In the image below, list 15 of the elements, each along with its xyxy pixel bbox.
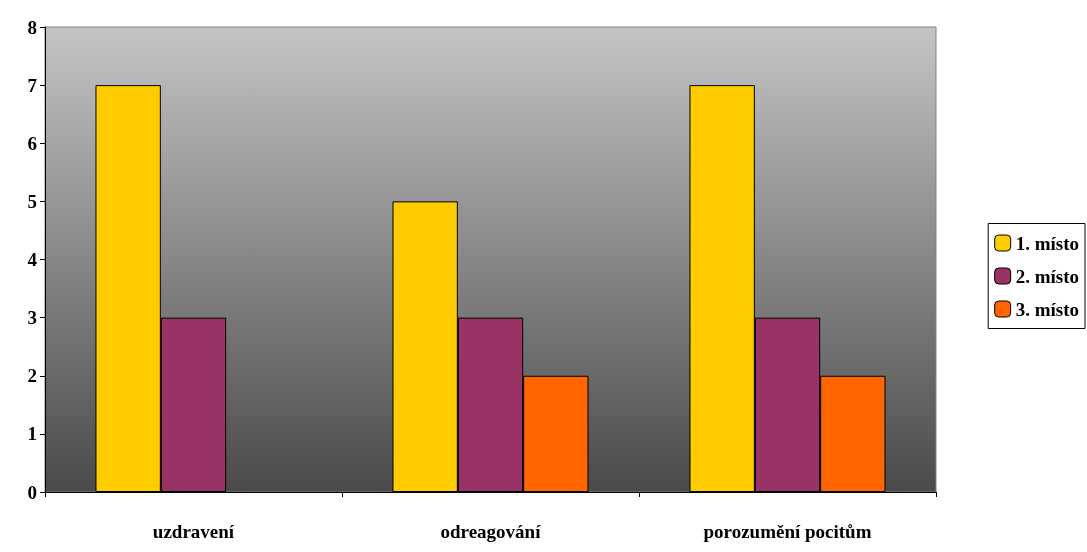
- y-tick-label: 6: [27, 132, 37, 154]
- y-tick-label: 2: [27, 365, 37, 387]
- x-tick-label: uzdravení: [152, 521, 235, 542]
- y-tick-label: 7: [27, 74, 38, 96]
- y-tick-label: 4: [27, 249, 38, 270]
- y-tick-label: 0: [27, 481, 37, 503]
- legend-label: 3. místo: [1015, 298, 1079, 320]
- y-tick-label: 8: [27, 16, 37, 38]
- legend-label: 1. místo: [1015, 232, 1079, 254]
- legend-label: 2. místo: [1015, 265, 1079, 287]
- y-tick-label: 3: [27, 307, 37, 329]
- y-tick-label: 5: [27, 190, 37, 212]
- x-tick-label: odreagování: [440, 521, 542, 542]
- y-tick-label: 1: [27, 423, 37, 445]
- x-tick-label: porozumění pocitům: [703, 521, 872, 542]
